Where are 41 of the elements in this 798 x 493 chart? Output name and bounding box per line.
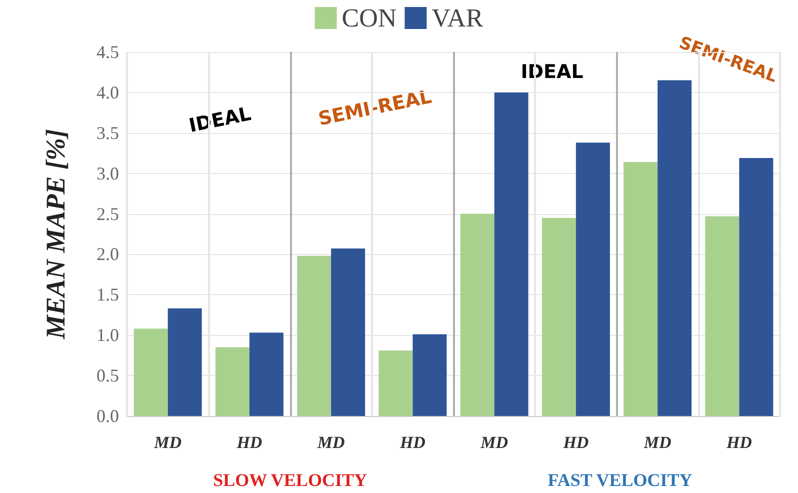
bar [168, 308, 202, 416]
bar [658, 80, 692, 416]
y-tick-label: 2.0 [96, 244, 119, 264]
bar [249, 332, 284, 416]
x-tick-label: HD [398, 433, 426, 452]
x-tick-label: MD [642, 433, 672, 452]
x-tick-label: HD [562, 433, 589, 452]
bar [460, 214, 494, 416]
x-tick-label: MD [316, 433, 345, 452]
bar [542, 218, 576, 416]
y-tick-label: 1.0 [96, 325, 119, 346]
bar [134, 328, 168, 416]
bar [705, 216, 740, 416]
bar [378, 350, 413, 416]
y-axis-title: MEAN MAPE [%] [40, 128, 70, 340]
y-tick-label: 2.5 [96, 204, 119, 224]
legend-label: CON [342, 4, 397, 32]
annotation: IDEAL [187, 102, 253, 138]
y-tick-label: 1.5 [96, 284, 119, 305]
bar [624, 162, 658, 416]
x-tick-label: MD [153, 433, 182, 452]
y-tick-label: 0.0 [96, 406, 119, 426]
bar [739, 158, 774, 416]
bar [331, 248, 366, 416]
bar [412, 334, 447, 416]
y-tick-label: 0.5 [96, 366, 119, 386]
text: SLOW VELOCITY [213, 470, 367, 490]
bar [494, 92, 528, 416]
x-tick-label: HD [236, 433, 262, 452]
bar [576, 142, 610, 416]
bar [215, 347, 250, 416]
annotation: IDEAL [520, 61, 584, 83]
x-tick-label: HD [725, 433, 752, 452]
y-tick-label: 4.0 [96, 82, 119, 102]
x-tick-label: MD [480, 433, 508, 452]
y-tick-label: 4.5 [96, 42, 119, 62]
bar [297, 256, 332, 416]
text: FAST VELOCITY [548, 470, 692, 490]
legend-label: VAR [432, 4, 484, 32]
y-tick-label: 3.5 [96, 122, 119, 143]
y-tick-label: 3.0 [96, 163, 119, 184]
